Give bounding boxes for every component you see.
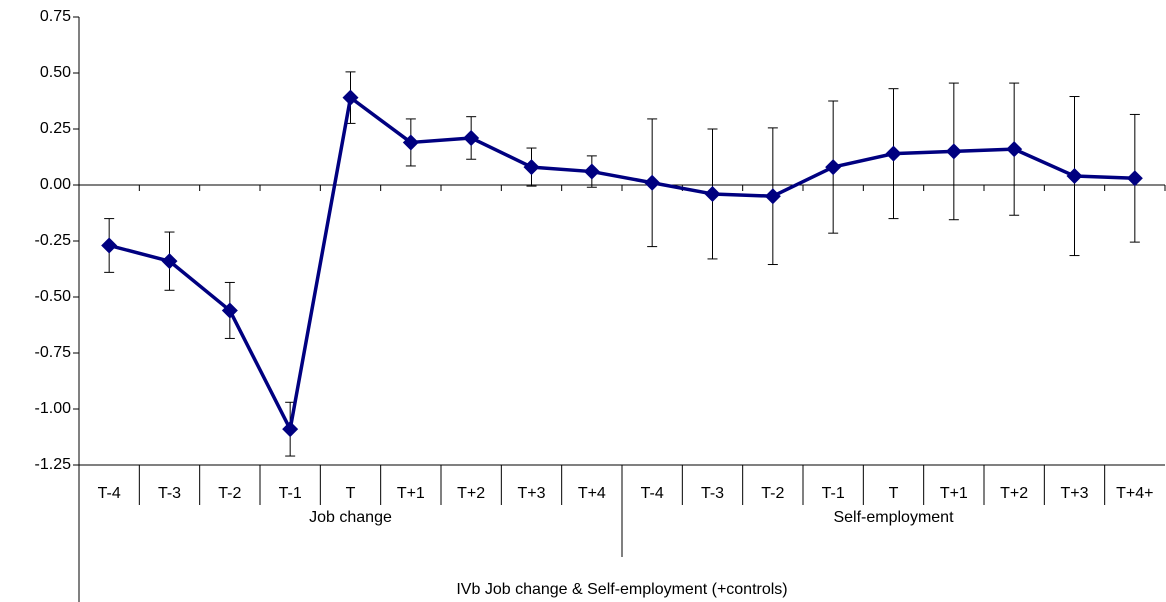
- y-tick-label: 0.25: [40, 120, 71, 137]
- marker: [945, 143, 962, 160]
- y-tick-label: 0.50: [40, 64, 71, 81]
- marker: [342, 89, 359, 106]
- marker: [402, 134, 419, 151]
- x-tick-label: T+3: [517, 485, 545, 502]
- marker: [523, 159, 540, 176]
- marker: [282, 421, 299, 438]
- marker: [644, 174, 661, 191]
- y-tick-label: -0.50: [35, 288, 72, 305]
- marker: [161, 253, 178, 270]
- y-tick-label: 0.75: [40, 8, 71, 25]
- x-tick-label: T: [346, 485, 356, 502]
- marker: [221, 302, 238, 319]
- x-tick-label: T-2: [761, 485, 784, 502]
- x-tick-label: T+3: [1060, 485, 1088, 502]
- x-tick-label: T-4: [641, 485, 664, 502]
- x-tick-label: T+2: [1000, 485, 1028, 502]
- marker: [101, 237, 118, 254]
- x-tick-label: T-1: [822, 485, 845, 502]
- marker: [1006, 141, 1023, 158]
- marker: [885, 145, 902, 162]
- y-tick-label: -0.75: [35, 344, 72, 361]
- marker: [583, 163, 600, 180]
- x-tick-label: T-1: [279, 485, 302, 502]
- y-tick-label: 0.00: [40, 176, 71, 193]
- marker: [825, 159, 842, 176]
- x-tick-label: T+1: [940, 485, 968, 502]
- group-label: Self-employment: [833, 509, 954, 526]
- marker: [704, 185, 721, 202]
- y-tick-label: -1.25: [35, 456, 72, 473]
- marker: [1066, 168, 1083, 185]
- x-tick-label: T-3: [701, 485, 724, 502]
- x-tick-label: T-3: [158, 485, 181, 502]
- x-tick-label: T-4: [98, 485, 121, 502]
- series-line: [108, 95, 1135, 431]
- marker: [1126, 170, 1143, 187]
- marker: [463, 129, 480, 146]
- x-tick-label: T+4+: [1116, 485, 1153, 502]
- x-tick-label: T+4: [578, 485, 606, 502]
- y-tick-label: -1.00: [35, 400, 72, 417]
- x-tick-label: T-2: [218, 485, 241, 502]
- x-tick-label: T+2: [457, 485, 485, 502]
- y-tick-label: -0.25: [35, 232, 72, 249]
- marker: [764, 188, 781, 205]
- x-tick-label: T+1: [397, 485, 425, 502]
- group-label: Job change: [309, 509, 392, 526]
- x-group-title: IVb Job change & Self-employment (+contr…: [456, 581, 787, 598]
- x-tick-label: T: [889, 485, 899, 502]
